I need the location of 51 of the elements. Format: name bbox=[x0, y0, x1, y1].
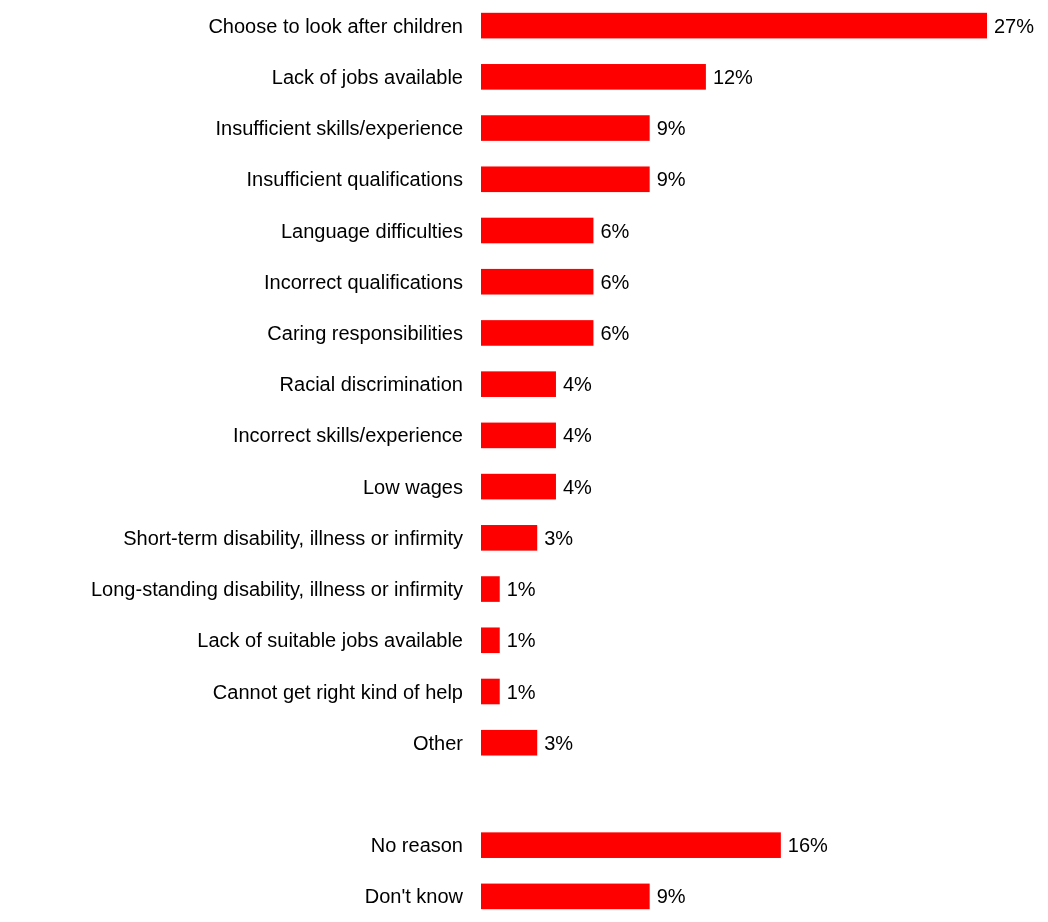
y-tick-label: Caring responsibilities bbox=[267, 321, 463, 344]
bar bbox=[481, 320, 594, 346]
bar bbox=[481, 371, 556, 397]
bar bbox=[481, 883, 650, 910]
data-label: 27% bbox=[994, 14, 1035, 37]
y-tick-label: Insufficient skills/experience bbox=[215, 117, 463, 140]
data-label: 16% bbox=[787, 834, 829, 857]
bar bbox=[481, 217, 594, 244]
data-label: 4% bbox=[562, 424, 593, 447]
data-label: 9% bbox=[656, 117, 686, 140]
y-tick-label: Other bbox=[412, 731, 464, 754]
data-label: 1% bbox=[506, 680, 536, 703]
y-tick-label: Language difficulties bbox=[281, 219, 463, 242]
y-tick-label: Racial discrimination bbox=[279, 373, 463, 396]
bar bbox=[481, 166, 650, 193]
data-label: 3% bbox=[544, 526, 574, 549]
y-tick-label: Insufficient qualifications bbox=[246, 168, 463, 191]
bar bbox=[481, 422, 556, 449]
data-label: 1% bbox=[506, 629, 536, 652]
bar bbox=[481, 729, 538, 756]
y-tick-label: Low wages bbox=[362, 475, 463, 498]
y-tick-label: Short-term disability, illness or infirmity bbox=[123, 526, 463, 549]
y-tick-label: Choose to look after children bbox=[208, 14, 463, 37]
y-tick-label: No reason bbox=[370, 834, 463, 857]
bar bbox=[481, 832, 781, 858]
data-label: 3% bbox=[544, 731, 574, 754]
y-tick-label: Incorrect skills/experience bbox=[232, 424, 463, 447]
bar bbox=[481, 576, 500, 602]
bar bbox=[481, 64, 706, 90]
bar bbox=[481, 115, 650, 141]
data-label: 6% bbox=[600, 219, 630, 242]
bar bbox=[481, 525, 538, 551]
data-label: 9% bbox=[656, 168, 686, 191]
bar bbox=[481, 627, 500, 654]
y-tick-label: Lack of jobs available bbox=[271, 65, 463, 88]
data-label: 6% bbox=[600, 321, 630, 344]
y-tick-label: Cannot get right kind of help bbox=[212, 680, 463, 703]
y-tick-label: Long-standing disability, illness or infirmity bbox=[90, 578, 463, 601]
data-label: 9% bbox=[656, 885, 686, 908]
data-label: 6% bbox=[600, 270, 630, 293]
bar bbox=[481, 473, 556, 500]
bar bbox=[481, 268, 594, 295]
data-label: 4% bbox=[562, 373, 593, 396]
y-tick-label: Don't know bbox=[364, 885, 464, 908]
data-label: 1% bbox=[506, 578, 536, 601]
y-tick-label: Incorrect qualifications bbox=[264, 270, 463, 293]
y-tick-label: Lack of suitable jobs available bbox=[197, 629, 463, 652]
bar bbox=[481, 12, 987, 39]
data-label: 12% bbox=[712, 65, 754, 88]
data-label: 4% bbox=[562, 475, 593, 498]
bar bbox=[481, 678, 500, 705]
